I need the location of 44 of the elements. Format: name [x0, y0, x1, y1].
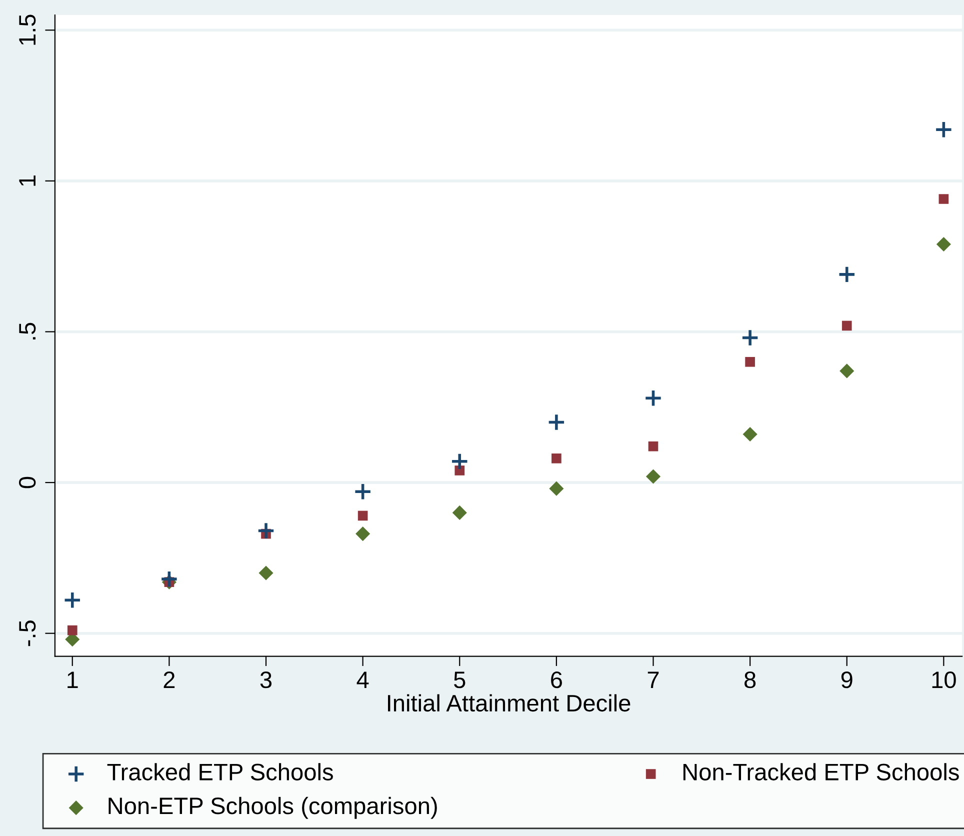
legend-label: Non-ETP Schools (comparison) — [108, 796, 437, 819]
point — [646, 469, 661, 484]
legend-label: Non-Tracked ETP Schools — [683, 763, 959, 780]
legend-label: Tracked ETP Schools — [107, 763, 333, 780]
y-tick-label: -.5 — [19, 620, 36, 646]
point — [67, 625, 78, 636]
x-tick-label: 2 — [164, 671, 175, 688]
point — [257, 522, 275, 540]
point — [552, 453, 562, 464]
point — [358, 510, 368, 521]
point — [356, 526, 370, 542]
point — [160, 570, 178, 588]
point — [648, 441, 658, 452]
x-axis-title: Initial Attainment Decile — [388, 694, 630, 712]
y-tick-label: 0 — [18, 476, 36, 488]
y-tick-label: 1 — [19, 176, 36, 186]
point — [644, 389, 662, 408]
point — [842, 320, 852, 331]
point — [63, 591, 82, 610]
x-tick-label: 6 — [551, 671, 562, 688]
x-tick-label: 10 — [932, 671, 956, 688]
point — [840, 364, 854, 378]
point — [936, 236, 951, 252]
point — [354, 482, 372, 501]
point — [838, 265, 856, 284]
point — [450, 452, 469, 470]
y-tick-label: .5 — [19, 322, 36, 340]
x-tick-label: 4 — [356, 672, 369, 688]
point — [549, 481, 564, 496]
y-tick-label: 1.5 — [19, 14, 36, 45]
point — [934, 120, 953, 139]
x-tick-label: 9 — [841, 671, 852, 688]
x-tick-label: 3 — [260, 671, 272, 688]
point — [452, 505, 467, 520]
x-tick-label: 1 — [68, 672, 78, 688]
x-tick-label: 8 — [744, 671, 756, 688]
point — [938, 194, 949, 204]
x-tick-label: 5 — [454, 672, 466, 688]
point — [547, 413, 566, 432]
point — [741, 328, 760, 347]
point — [258, 566, 274, 580]
point — [745, 356, 755, 367]
x-tick-label: 7 — [648, 672, 659, 688]
point — [742, 426, 758, 442]
